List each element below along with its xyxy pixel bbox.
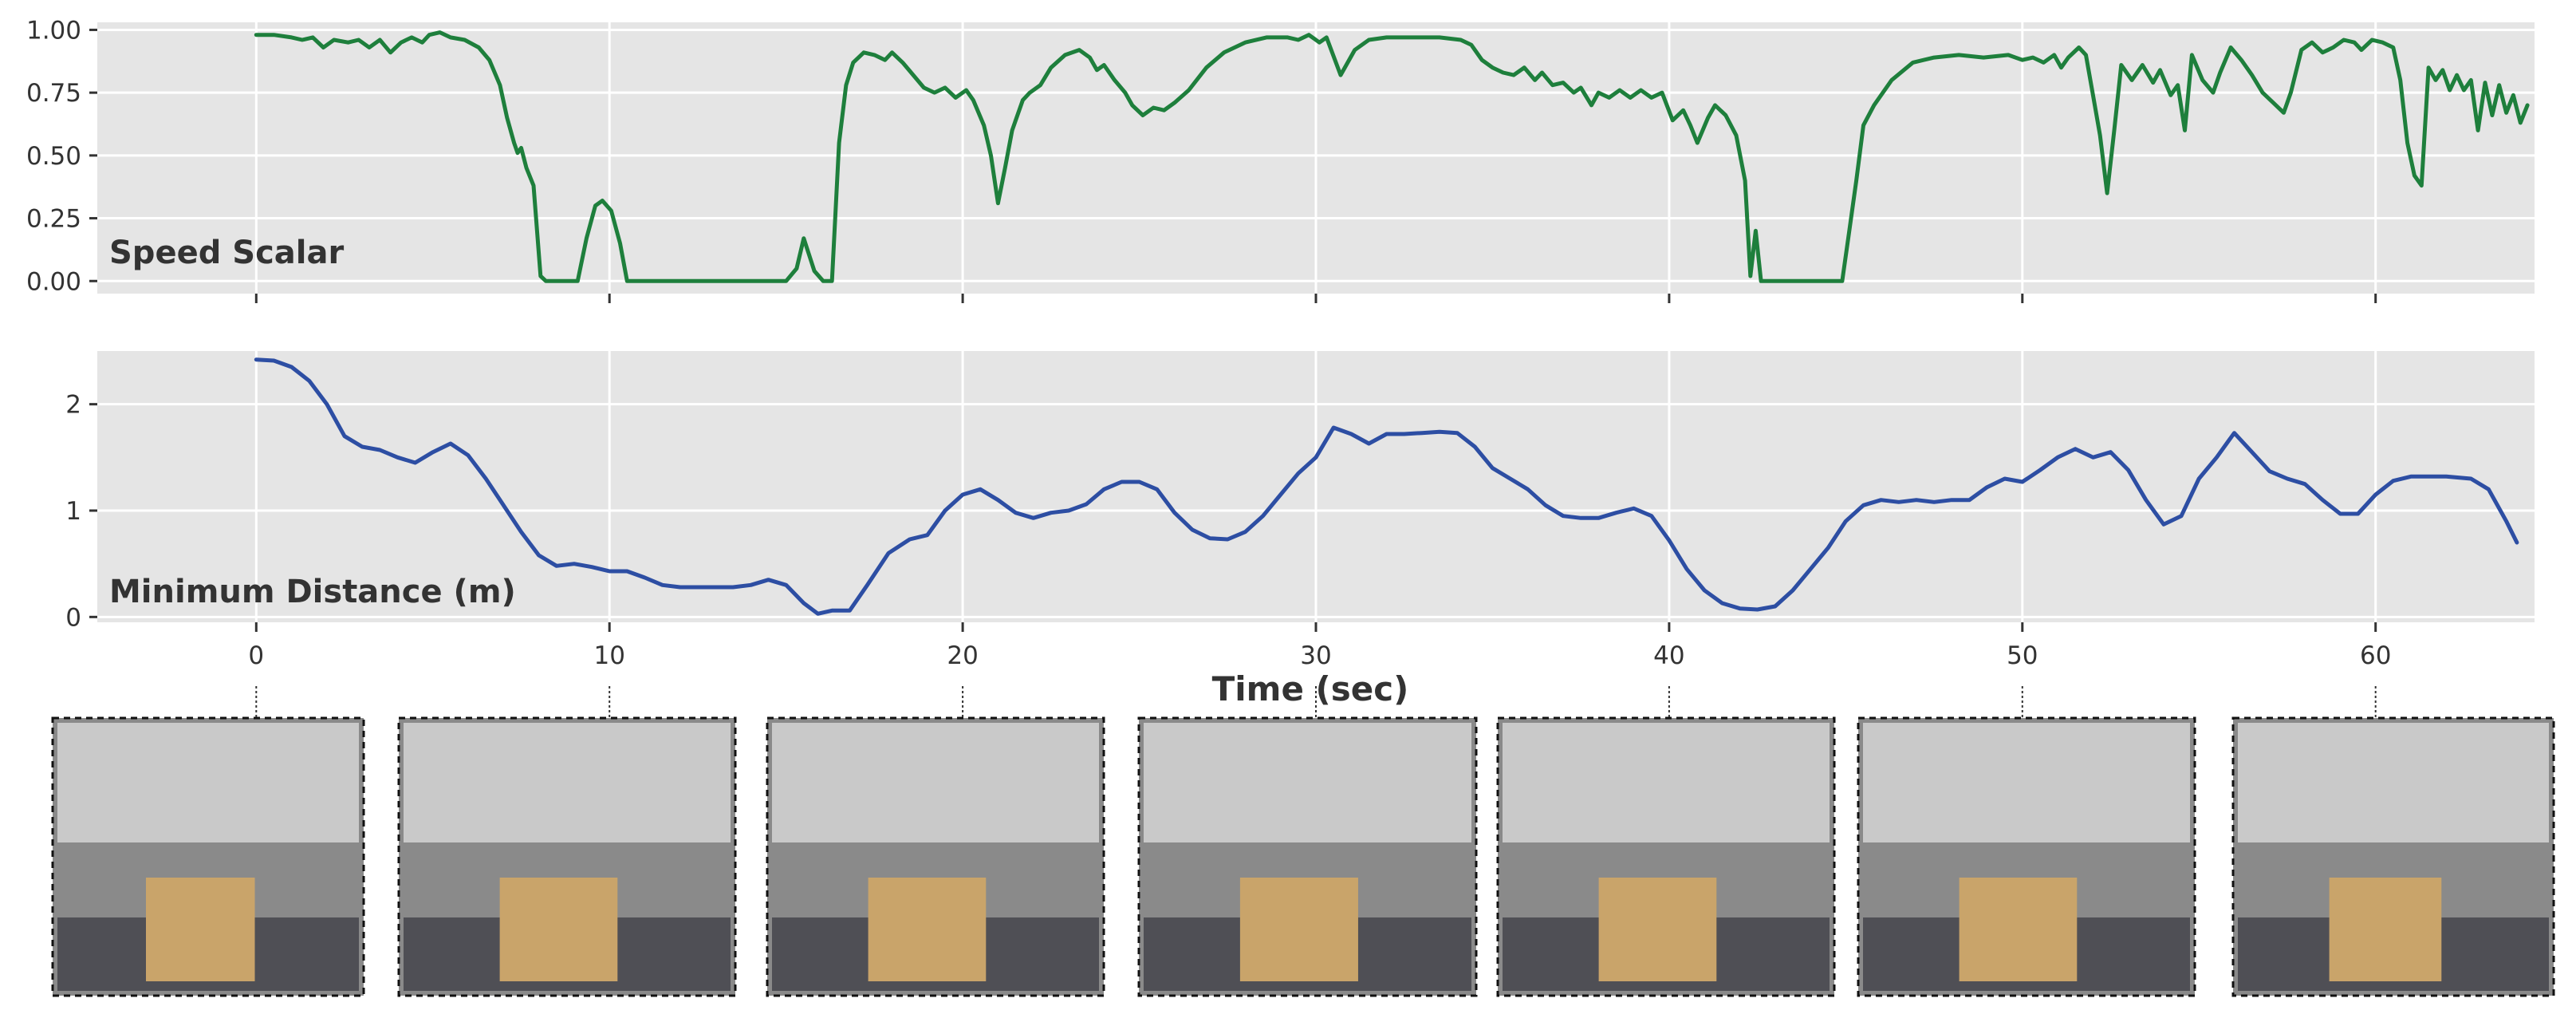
panel-label-speed-scalar: Speed Scalar bbox=[109, 235, 344, 271]
image-strip bbox=[51, 686, 2555, 997]
photo-table bbox=[1598, 878, 1717, 981]
photo-thumbnail bbox=[2231, 716, 2555, 997]
minimum-distance-series bbox=[254, 357, 2519, 616]
y-tick-label: 2 bbox=[65, 391, 81, 420]
x-tick-label: 30 bbox=[1300, 641, 1331, 670]
photo-wall bbox=[772, 723, 1099, 842]
photo-wall bbox=[1144, 723, 1471, 842]
axis-ticks: 0.00 0.25 0.50 0.75 1.00 bbox=[26, 16, 2377, 303]
x-tick-label: 50 bbox=[2007, 641, 2038, 670]
photo-table bbox=[499, 878, 618, 981]
photo-frame bbox=[397, 716, 737, 997]
panel-label-minimum-distance: Minimum Distance (m) bbox=[109, 574, 516, 610]
speed-scalar-series bbox=[254, 30, 2530, 283]
y-tick-label: 0.25 bbox=[26, 205, 81, 234]
speed-scalar-panel: 0.00 0.25 0.50 0.75 1.00 Speed Scalar bbox=[26, 16, 2535, 303]
photo-thumbnail bbox=[51, 716, 365, 997]
photo-thumbnail bbox=[766, 716, 1105, 997]
y-tick-label: 0 bbox=[65, 603, 81, 632]
photo-table bbox=[146, 878, 255, 981]
series-line bbox=[254, 30, 2530, 283]
photo-wall bbox=[404, 723, 731, 842]
photo-thumbnail bbox=[1496, 716, 1836, 997]
y-tick-label: 0.00 bbox=[26, 267, 81, 296]
photo-table bbox=[1959, 878, 2078, 981]
photo-table bbox=[2329, 878, 2442, 981]
photo-wall bbox=[1863, 723, 2190, 842]
x-tick-label: 40 bbox=[1653, 641, 1684, 670]
photo-frame bbox=[1857, 716, 2196, 997]
photo-wall bbox=[57, 723, 359, 842]
x-tick-label: 0 bbox=[248, 641, 264, 670]
series-line bbox=[254, 357, 2519, 616]
x-tick-label: 60 bbox=[2360, 641, 2391, 670]
photo-frame bbox=[2231, 716, 2555, 997]
photo-frame bbox=[1496, 716, 1836, 997]
x-axis-title: Time (sec) bbox=[1212, 669, 1409, 708]
photo-frame bbox=[1137, 716, 1478, 997]
photo-table bbox=[1239, 878, 1358, 981]
y-tick-label: 1.00 bbox=[26, 16, 81, 45]
photo-thumbnail bbox=[397, 716, 737, 997]
y-tick-label: 0.75 bbox=[26, 79, 81, 108]
photo-frame bbox=[51, 716, 365, 997]
photo-thumbnail bbox=[1137, 716, 1478, 997]
photo-thumbnail bbox=[1857, 716, 2196, 997]
photo-wall bbox=[2238, 723, 2549, 842]
x-tick-label: 20 bbox=[947, 641, 978, 670]
y-tick-label: 0.50 bbox=[26, 142, 81, 171]
grid-lines bbox=[97, 351, 2535, 622]
photo-frame bbox=[766, 716, 1105, 997]
x-tick-label: 10 bbox=[593, 641, 624, 670]
y-tick-label: 1 bbox=[65, 497, 81, 526]
photo-table bbox=[868, 878, 987, 981]
photo-wall bbox=[1503, 723, 1830, 842]
